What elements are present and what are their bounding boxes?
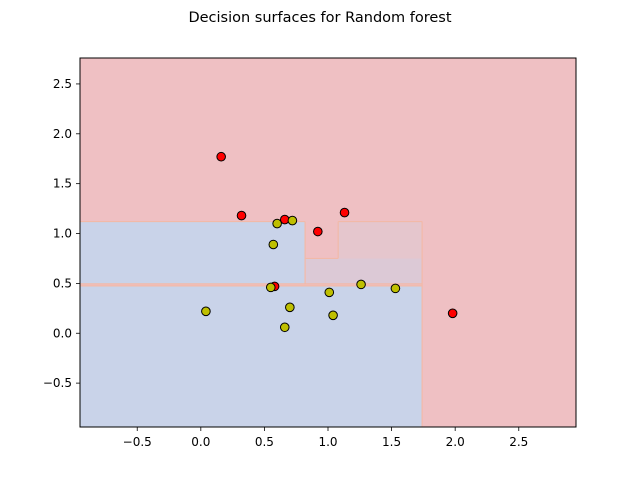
data-point-yellow bbox=[201, 306, 211, 317]
x-tick-label: 1.0 bbox=[318, 435, 337, 449]
data-point-yellow bbox=[324, 287, 335, 298]
data-point-yellow bbox=[285, 302, 295, 313]
region-blue-2 bbox=[80, 221, 306, 284]
decision-regions bbox=[80, 58, 576, 427]
chart-title: Decision surfaces for Random forest bbox=[188, 10, 451, 26]
data-point-red bbox=[216, 151, 226, 162]
y-tick-label: 2.5 bbox=[53, 77, 72, 91]
data-point-red bbox=[313, 226, 323, 237]
y-tick-label: 0.0 bbox=[53, 326, 72, 340]
region-mixed-4 bbox=[338, 221, 423, 259]
y-tick-label: 2.0 bbox=[53, 127, 72, 141]
y-tick-label: 0.5 bbox=[53, 276, 72, 290]
region-blue-1 bbox=[80, 285, 423, 427]
data-point-red bbox=[447, 308, 458, 319]
x-tick-label: 1.5 bbox=[382, 435, 401, 449]
data-point-yellow bbox=[279, 322, 290, 333]
y-axis: −0.5 0.0 0.5 1.0 1.5 2.0 2.5 bbox=[43, 77, 80, 390]
data-point-yellow bbox=[265, 282, 276, 293]
data-point-yellow bbox=[328, 310, 338, 321]
data-point-red bbox=[236, 210, 247, 221]
data-point-yellow bbox=[356, 279, 366, 290]
data-point-yellow bbox=[287, 215, 298, 226]
x-tick-label: 0.0 bbox=[191, 435, 210, 449]
x-tick-label: 2.5 bbox=[509, 435, 528, 449]
data-point-yellow bbox=[272, 218, 282, 229]
y-tick-label: 1.0 bbox=[53, 227, 72, 241]
region-mixed-3 bbox=[305, 258, 423, 284]
data-point-yellow bbox=[268, 239, 279, 250]
data-point-yellow bbox=[390, 283, 401, 294]
x-tick-label: −0.5 bbox=[123, 435, 152, 449]
x-tick-label: 0.5 bbox=[255, 435, 274, 449]
data-points bbox=[201, 151, 458, 333]
x-tick-label: 2.0 bbox=[446, 435, 465, 449]
x-axis: −0.5 0.0 0.5 1.0 1.5 2.0 2.5 bbox=[123, 427, 528, 449]
plot-area bbox=[79, 57, 577, 428]
y-tick-label: 1.5 bbox=[53, 177, 72, 191]
y-tick-label: −0.5 bbox=[43, 376, 72, 390]
data-point-red bbox=[339, 207, 350, 218]
